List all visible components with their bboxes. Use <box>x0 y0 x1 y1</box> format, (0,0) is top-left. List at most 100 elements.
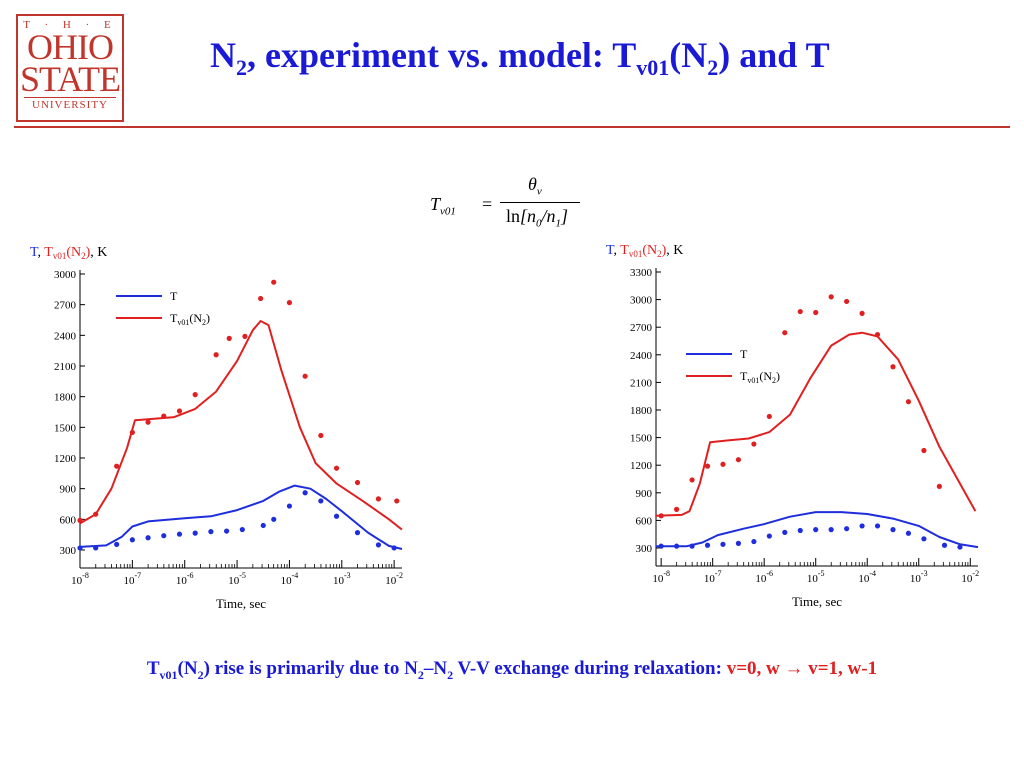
legend-label-t: T <box>170 289 178 303</box>
y-tick-label: 2100 <box>54 361 77 373</box>
data-point-tv01 <box>689 477 695 483</box>
data-point-tv01 <box>735 457 742 463</box>
data-point-tv01 <box>93 511 99 517</box>
x-tick-label: 10-3 <box>910 569 928 585</box>
model-line-t <box>656 511 979 549</box>
data-point-tv01 <box>271 279 277 285</box>
x-tick-label: 10-5 <box>807 569 825 585</box>
data-point-tv01 <box>674 506 680 512</box>
data-point-t <box>161 533 167 539</box>
y-tick-label: 900 <box>636 488 653 500</box>
x-tick-label: 10-2 <box>385 571 403 587</box>
data-point-tv01 <box>161 413 167 419</box>
data-point-tv01 <box>751 441 757 447</box>
data-point-tv01 <box>145 419 151 425</box>
x-tick-label: 10-4 <box>858 569 876 585</box>
y-tick-label: 300 <box>60 545 77 557</box>
data-point-t <box>782 529 788 535</box>
data-point-t <box>797 527 803 534</box>
model-line-tv01 <box>79 320 403 531</box>
data-point-t <box>941 542 948 548</box>
model-line-t <box>79 484 403 550</box>
legend-label-t: T <box>740 347 748 361</box>
legend-label-tv01: Tv01(N2) <box>740 369 780 385</box>
x-tick-label: 10-2 <box>961 569 979 585</box>
data-point-t <box>239 526 245 533</box>
y-tick-label: 1200 <box>630 460 653 472</box>
data-point-t <box>260 522 266 529</box>
logo-line-university: UNIVERSITY <box>24 97 116 111</box>
y-tick-label: 1800 <box>54 392 77 404</box>
y-tick-label: 2700 <box>54 300 77 312</box>
data-point-tv01 <box>828 294 834 300</box>
data-point-tv01 <box>77 517 83 523</box>
data-point-t <box>391 545 397 551</box>
data-point-t <box>114 541 120 547</box>
x-axis-label: Time, sec <box>216 596 266 611</box>
data-point-tv01 <box>890 364 896 370</box>
data-point-t <box>271 516 277 522</box>
data-point-tv01 <box>844 298 850 305</box>
data-point-tv01 <box>226 335 232 341</box>
data-point-t <box>192 530 198 536</box>
page-title: N2, experiment vs. model: Tv01(N2) and T <box>210 35 830 81</box>
data-point-t <box>224 528 230 534</box>
data-point-t <box>674 543 680 549</box>
y-tick-label: 900 <box>60 484 77 496</box>
data-point-t <box>813 527 819 533</box>
model-line-tv01 <box>655 331 977 517</box>
y-axis-label: T, Tv01(N2), K <box>606 243 683 259</box>
y-tick-label: 3000 <box>54 269 77 281</box>
data-point-tv01 <box>302 373 308 379</box>
data-point-t <box>354 530 361 536</box>
data-point-t <box>704 542 711 548</box>
formula-fraction-bar <box>500 202 580 203</box>
data-point-tv01 <box>905 399 912 405</box>
data-point-tv01 <box>704 463 711 469</box>
logo-line-ohio: OHIO <box>27 27 114 67</box>
data-point-t <box>766 533 772 539</box>
y-tick-label: 300 <box>636 543 653 555</box>
data-point-tv01 <box>720 461 726 467</box>
x-tick-label: 10-7 <box>704 569 722 585</box>
y-tick-label: 2700 <box>630 322 653 334</box>
x-tick-label: 10-5 <box>228 571 246 587</box>
data-point-t <box>208 529 214 535</box>
x-tick-label: 10-6 <box>176 571 194 587</box>
data-point-t <box>905 530 912 536</box>
title-divider <box>14 126 1010 128</box>
y-tick-label: 3300 <box>630 267 653 279</box>
data-point-tv01 <box>286 300 293 306</box>
data-point-tv01 <box>874 331 881 338</box>
data-point-tv01 <box>782 330 788 336</box>
data-point-t <box>859 523 865 529</box>
data-point-tv01 <box>258 295 264 302</box>
y-tick-label: 2100 <box>630 377 653 389</box>
data-point-t <box>751 538 757 545</box>
y-tick-label: 1500 <box>54 422 77 434</box>
formula-lhs: Tv01 <box>430 194 456 218</box>
data-point-t <box>375 542 382 548</box>
logo-line-state: STATE <box>19 59 121 99</box>
data-point-t <box>658 543 664 549</box>
data-point-tv01 <box>375 496 382 502</box>
data-point-t <box>318 498 324 504</box>
x-axis-label: Time, sec <box>792 594 842 609</box>
data-point-tv01 <box>394 498 400 504</box>
y-tick-label: 600 <box>60 514 77 526</box>
data-point-t <box>957 544 963 550</box>
data-point-t <box>689 543 695 549</box>
data-point-t <box>129 537 135 543</box>
formula-equals: = <box>482 194 493 214</box>
x-tick-label: 10-6 <box>755 569 773 585</box>
data-point-tv01 <box>114 463 120 469</box>
left-temperature-chart: 300 600 900 1200 1500 1800 2100 2400 2700 3000 10-… <box>30 245 403 611</box>
y-tick-label: 3000 <box>630 295 653 307</box>
x-tick-label: 10-4 <box>281 571 299 587</box>
slide-caption: Tv01(N2) rise is primarily due to N2–N2 … <box>146 658 878 682</box>
data-point-tv01 <box>192 392 198 398</box>
data-point-tv01 <box>213 352 219 358</box>
logo-line-the: T · H · E <box>23 19 117 31</box>
data-point-tv01 <box>354 479 361 486</box>
data-point-tv01 <box>318 432 324 439</box>
